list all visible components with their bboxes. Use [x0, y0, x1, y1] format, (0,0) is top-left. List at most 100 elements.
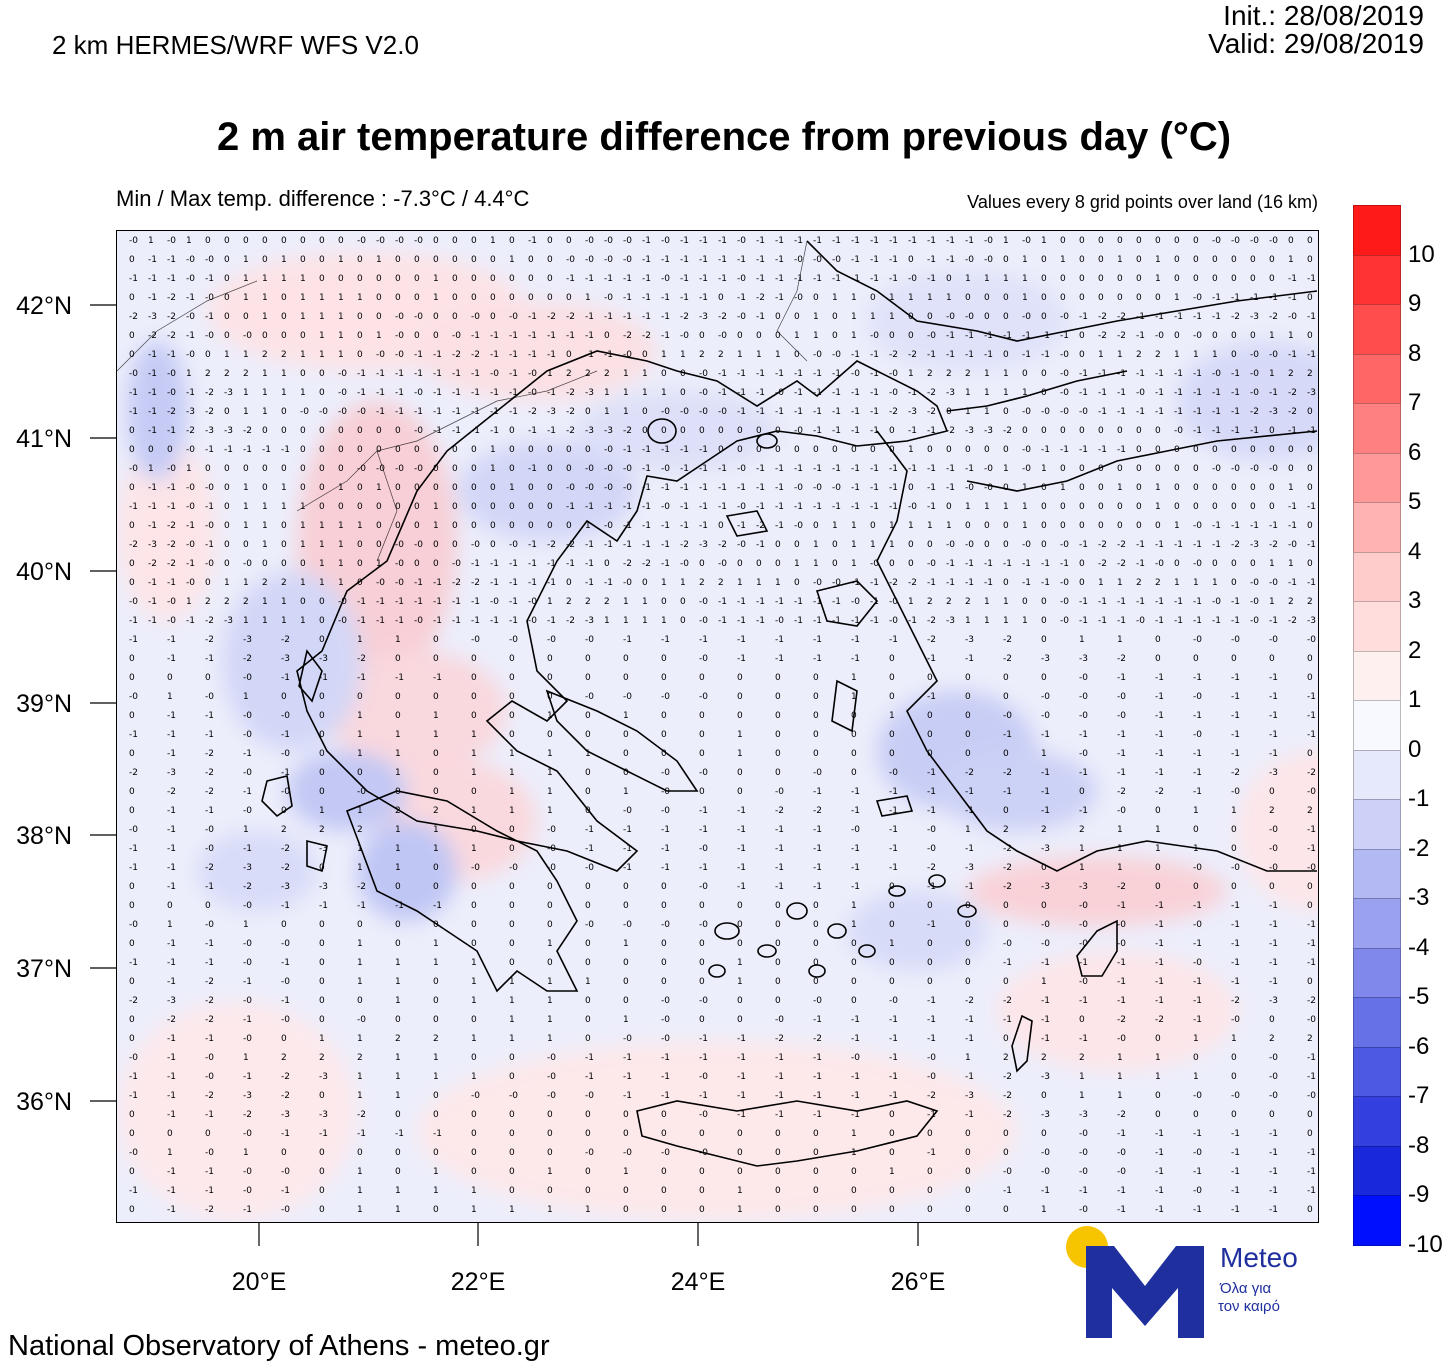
grid-value: 0	[1003, 483, 1009, 493]
grid-value: -1	[718, 597, 727, 607]
grid-value: -1	[205, 502, 214, 512]
grid-value: -0	[1250, 236, 1259, 246]
grid-value: -0	[623, 350, 632, 360]
grid-value: -0	[338, 388, 347, 398]
grid-value: 0	[965, 445, 971, 455]
grid-value: -1	[1155, 711, 1164, 721]
grid-value: 0	[129, 293, 135, 303]
grid-value: 0	[1098, 293, 1104, 303]
grid-value: 0	[471, 255, 477, 265]
grid-value: 1	[186, 464, 192, 474]
grid-value: -1	[528, 540, 537, 550]
grid-value: -0	[243, 711, 252, 721]
grid-value: 1	[281, 502, 287, 512]
grid-value: -0	[129, 464, 138, 474]
grid-value: -1	[718, 255, 727, 265]
colorbar-label: -6	[1408, 1032, 1430, 1060]
grid-value: -1	[965, 331, 974, 341]
grid-value: -1	[604, 274, 613, 284]
grid-value: -1	[1174, 616, 1183, 626]
grid-value: -2	[566, 426, 575, 436]
grid-value: -1	[281, 768, 290, 778]
grid-value: -0	[680, 407, 689, 417]
grid-value: 0	[357, 445, 363, 455]
grid-value: -1	[471, 426, 480, 436]
grid-value: 0	[433, 464, 439, 474]
grid-value: 2	[699, 350, 705, 360]
grid-value: 1	[1212, 578, 1218, 588]
grid-value: -1	[167, 749, 176, 759]
grid-value: -1	[642, 483, 651, 493]
grid-value: -3	[281, 654, 290, 664]
grid-value: -0	[794, 426, 803, 436]
grid-value: 0	[452, 236, 458, 246]
grid-value: 0	[1022, 426, 1028, 436]
grid-value: 1	[509, 483, 515, 493]
grid-value: -0	[1022, 445, 1031, 455]
grid-value: 0	[1079, 559, 1085, 569]
grid-value: -1	[167, 635, 176, 645]
grid-value: -1	[756, 236, 765, 246]
grid-value: 1	[471, 768, 477, 778]
grid-value: 1	[1098, 578, 1104, 588]
grid-value: 0	[775, 312, 781, 322]
grid-value: 0	[813, 730, 819, 740]
grid-value: 1	[300, 521, 306, 531]
grid-value: 0	[528, 255, 534, 265]
grid-value: -1	[167, 654, 176, 664]
grid-value: 2	[585, 369, 591, 379]
grid-value: -1	[889, 502, 898, 512]
grid-value: 0	[1288, 445, 1294, 455]
grid-value: -0	[813, 483, 822, 493]
grid-value: 1	[946, 293, 952, 303]
grid-value: 0	[433, 483, 439, 493]
grid-value: -1	[585, 350, 594, 360]
grid-value: 1	[281, 616, 287, 626]
grid-value: 1	[1022, 274, 1028, 284]
grid-value: -1	[167, 483, 176, 493]
grid-value: 0	[1136, 483, 1142, 493]
grid-value: -1	[984, 350, 993, 360]
grid-value: 1	[376, 331, 382, 341]
grid-value: -0	[585, 483, 594, 493]
grid-value: 0	[908, 331, 914, 341]
grid-value: -0	[1060, 540, 1069, 550]
grid-value: 1	[243, 616, 249, 626]
grid-value: 0	[832, 559, 838, 569]
grid-value: -1	[433, 673, 442, 683]
grid-value: -1	[471, 616, 480, 626]
grid-value: 0	[243, 540, 249, 550]
grid-value: 1	[889, 293, 895, 303]
colorbar-label: 6	[1408, 438, 1422, 466]
grid-value: -1	[1269, 692, 1278, 702]
grid-value: -1	[718, 464, 727, 474]
grid-value: 0	[528, 293, 534, 303]
grid-value: -2	[205, 616, 214, 626]
grid-value: 0	[319, 236, 325, 246]
grid-value: 0	[1250, 483, 1256, 493]
grid-value: 0	[1117, 293, 1123, 303]
grid-value: 1	[1288, 255, 1294, 265]
grid-value: 2	[1136, 350, 1142, 360]
lon-label-22: 22°E	[450, 1268, 506, 1296]
grid-value: 1	[756, 578, 762, 588]
grid-value: -2	[1117, 654, 1126, 664]
grid-value: 0	[1250, 331, 1256, 341]
grid-value: 0	[1098, 236, 1104, 246]
grid-value: 0	[1003, 692, 1009, 702]
grid-value: 2	[965, 597, 971, 607]
grid-value: -2	[129, 312, 138, 322]
map-panel[interactable]: -0 1 -0 1 0 0 0 0 0 0 0 0 -0 -0 -0 -0 0 0 0 1 0 -1 0 0 -0 -0 -0 -1-…	[116, 230, 1319, 1223]
grid-value: -0	[1193, 730, 1202, 740]
meteo-logo: Meteo Όλα για τον καιρό	[1062, 1224, 1322, 1344]
grid-value: 0	[1307, 407, 1313, 417]
m-logo-icon	[1086, 1246, 1204, 1338]
grid-value: -1	[851, 407, 860, 417]
grid-value: -1	[509, 350, 518, 360]
grid-value: 0	[452, 274, 458, 284]
grid-value: -1	[1307, 711, 1316, 721]
grid-value: -1	[547, 559, 556, 569]
grid-value: -1	[1041, 768, 1050, 778]
grid-value: 1	[243, 293, 249, 303]
grid-value: -1	[680, 255, 689, 265]
